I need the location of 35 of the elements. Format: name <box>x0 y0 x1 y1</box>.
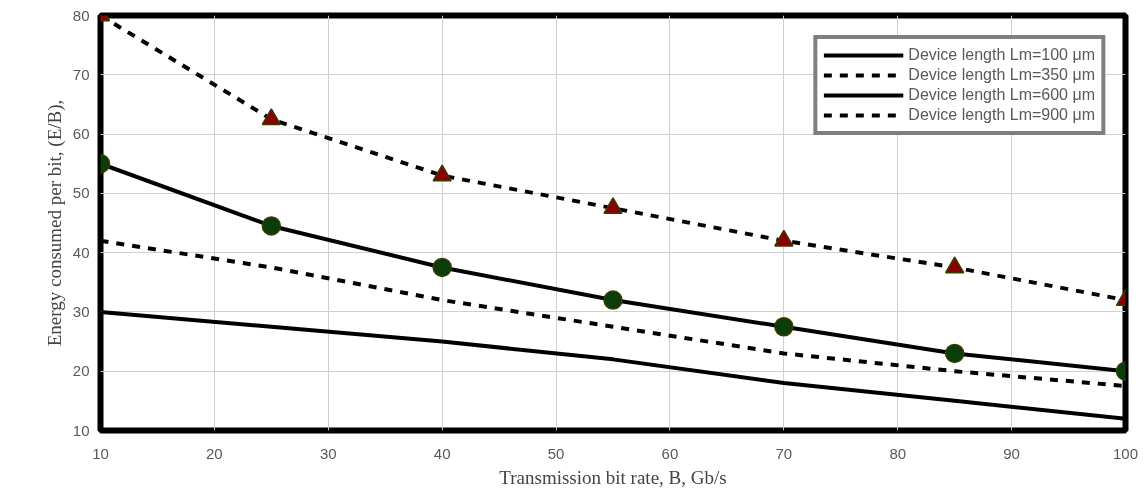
legend-label: Device length Lm=100 μm <box>908 46 1095 64</box>
y-tick-label: 70 <box>72 65 90 83</box>
x-tick-label: 80 <box>889 444 907 462</box>
x-tick-label: 60 <box>661 444 679 462</box>
legend-label: Device length Lm=350 μm <box>908 66 1095 84</box>
x-tick-label: 50 <box>547 444 565 462</box>
x-tick-label: 70 <box>775 444 793 462</box>
point <box>944 256 965 274</box>
y-tick-label: 80 <box>72 6 90 24</box>
point <box>432 257 452 278</box>
point <box>774 229 794 247</box>
legend-label: Device length Lm=900 μm <box>908 106 1095 124</box>
point <box>603 197 623 215</box>
y-tick-label: 40 <box>72 243 90 261</box>
point <box>603 290 623 310</box>
y-tick-label: 60 <box>72 125 90 143</box>
y-tick-label: 30 <box>72 302 90 320</box>
x-axis-title: Transmission bit rate, B, Gb/s <box>499 466 727 488</box>
y-tick-label: 10 <box>72 421 90 439</box>
y-tick-label: 50 <box>72 184 90 202</box>
point <box>261 108 282 126</box>
point <box>944 343 965 364</box>
line-series <box>100 309 1126 421</box>
point <box>774 317 794 337</box>
x-tick-label: 40 <box>433 444 451 462</box>
x-tick-label: 100 <box>1112 444 1139 462</box>
point <box>261 216 282 236</box>
legend-label: Device length Lm=600 μm <box>908 86 1095 104</box>
y-axis-title: Energy consumed per bit, (E/B), <box>43 99 66 347</box>
x-tick-label: 30 <box>319 444 337 462</box>
x-tick-label: 20 <box>206 444 223 462</box>
point <box>432 164 452 182</box>
x-tick-label: 10 <box>92 444 109 462</box>
x-tick-label: 90 <box>1003 444 1020 462</box>
y-tick-label: 20 <box>72 362 90 380</box>
